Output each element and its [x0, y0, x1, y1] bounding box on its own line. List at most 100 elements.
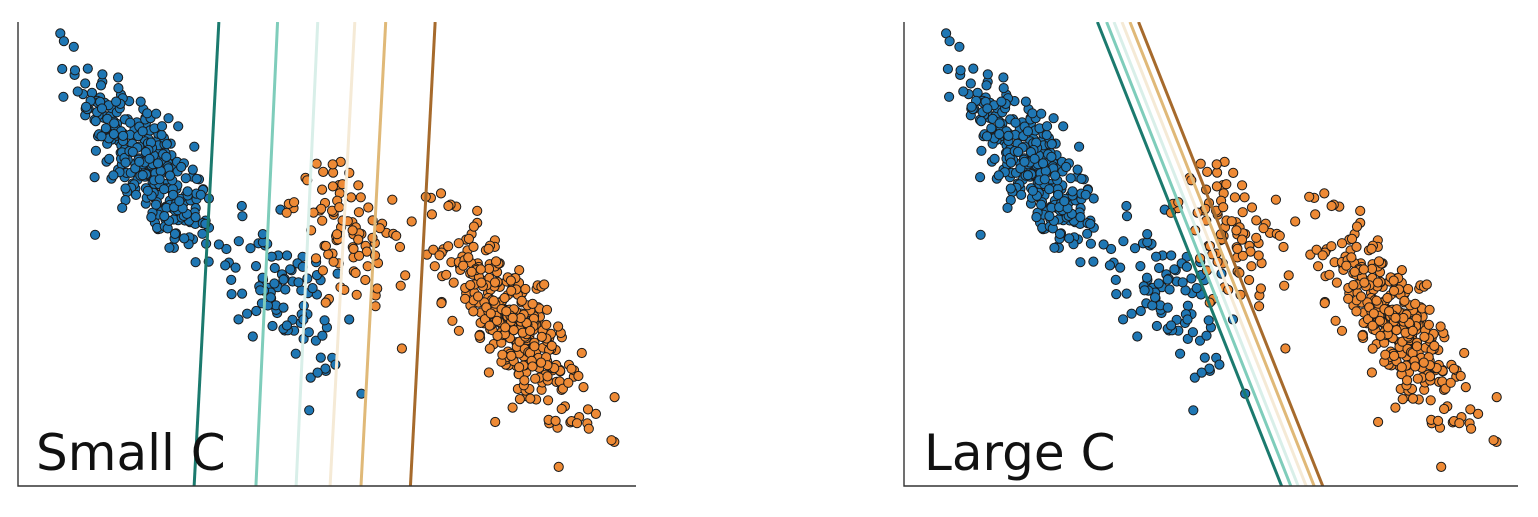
orange-point	[1245, 246, 1256, 257]
orange-point	[490, 416, 501, 428]
orange-point	[1380, 349, 1391, 360]
blue-point	[1003, 130, 1014, 141]
orange-point	[1346, 252, 1357, 263]
blue-point	[146, 212, 157, 223]
blue-point	[1175, 348, 1186, 359]
orange-point	[374, 223, 385, 234]
blue-point	[1182, 314, 1193, 325]
blue-point	[180, 173, 191, 184]
orange-point	[320, 240, 331, 252]
orange-point	[1326, 200, 1337, 212]
blue-point	[1162, 302, 1173, 313]
blue-point	[187, 164, 198, 175]
blue-point	[1044, 211, 1055, 222]
orange-point	[1372, 277, 1383, 288]
orange-point	[488, 295, 499, 306]
orange-point	[458, 260, 469, 271]
blue-point	[1059, 196, 1070, 207]
orange-point	[1310, 209, 1321, 220]
orange-point	[489, 277, 501, 288]
blue-point	[1074, 141, 1085, 152]
small-c-panel: Small C	[0, 0, 700, 517]
blue-point	[1118, 236, 1129, 247]
decision-boundary-line	[1128, 22, 1316, 486]
orange-point	[463, 233, 474, 244]
blue-point	[137, 170, 148, 181]
orange-point	[1388, 285, 1400, 296]
orange-point	[1237, 250, 1248, 261]
orange-point	[1313, 261, 1324, 272]
blue-point	[1049, 242, 1060, 253]
orange-point	[529, 341, 540, 352]
large-c-panel: Large C	[880, 0, 1538, 517]
orange-point	[542, 371, 553, 382]
orange-point	[1390, 312, 1401, 323]
blue-point	[144, 153, 155, 164]
blue-point	[307, 283, 318, 294]
orange-point	[387, 194, 398, 205]
orange-point	[582, 404, 594, 415]
blue-point	[195, 189, 206, 200]
decision-boundary-line	[1120, 22, 1308, 486]
blue-point	[1085, 238, 1096, 249]
scatter-points	[55, 28, 620, 472]
blue-point	[226, 274, 237, 285]
blue-point	[156, 121, 168, 132]
orange-point	[474, 330, 485, 341]
orange-point	[536, 357, 547, 368]
orange-point	[1466, 423, 1477, 434]
blue-point	[163, 113, 174, 124]
decision-boundary-line	[254, 22, 280, 486]
orange-point	[1382, 322, 1394, 333]
blue-point	[892, 0, 901, 3]
orange-point	[327, 181, 338, 192]
orange-point	[1411, 341, 1423, 352]
orange-point	[1244, 274, 1255, 286]
orange-point	[317, 184, 328, 195]
blue-point	[1151, 320, 1162, 332]
orange-point	[460, 293, 471, 304]
orange-point	[453, 238, 464, 249]
blue-point	[269, 278, 280, 289]
blue-point	[173, 121, 184, 132]
blue-point	[1121, 200, 1132, 212]
orange-point	[353, 180, 364, 191]
orange-point	[497, 349, 508, 360]
blue-point	[1132, 331, 1143, 342]
orange-point	[1253, 250, 1264, 261]
blue-point	[245, 243, 256, 254]
blue-point	[1046, 139, 1057, 150]
orange-point	[550, 415, 561, 426]
orange-point	[491, 256, 502, 267]
orange-point	[1459, 347, 1470, 359]
blue-point	[994, 118, 1005, 129]
orange-point	[428, 244, 439, 255]
blue-point	[226, 289, 237, 300]
blue-point	[1166, 320, 1177, 331]
blue-point	[117, 202, 128, 213]
orange-point	[1473, 408, 1484, 419]
orange-point	[1418, 357, 1429, 368]
blue-point	[247, 331, 258, 342]
blue-point	[1214, 359, 1225, 370]
orange-point	[1229, 192, 1240, 203]
blue-point	[1121, 288, 1132, 299]
orange-point	[583, 423, 594, 434]
blue-point	[1054, 228, 1066, 239]
orange-point	[1429, 340, 1440, 351]
blue-point	[169, 228, 181, 239]
orange-point	[1373, 416, 1384, 428]
orange-point	[556, 403, 567, 415]
blue-point	[965, 78, 976, 89]
orange-point	[525, 393, 536, 404]
orange-point	[1319, 188, 1330, 199]
blue-point	[1016, 189, 1027, 200]
orange-point	[395, 280, 406, 291]
orange-point	[1232, 243, 1243, 254]
blue-point	[1142, 229, 1153, 240]
decision-boundary-line	[359, 22, 388, 486]
orange-point	[318, 166, 329, 177]
orange-point	[1280, 343, 1291, 354]
blue-point	[161, 151, 172, 162]
orange-point	[506, 350, 517, 361]
